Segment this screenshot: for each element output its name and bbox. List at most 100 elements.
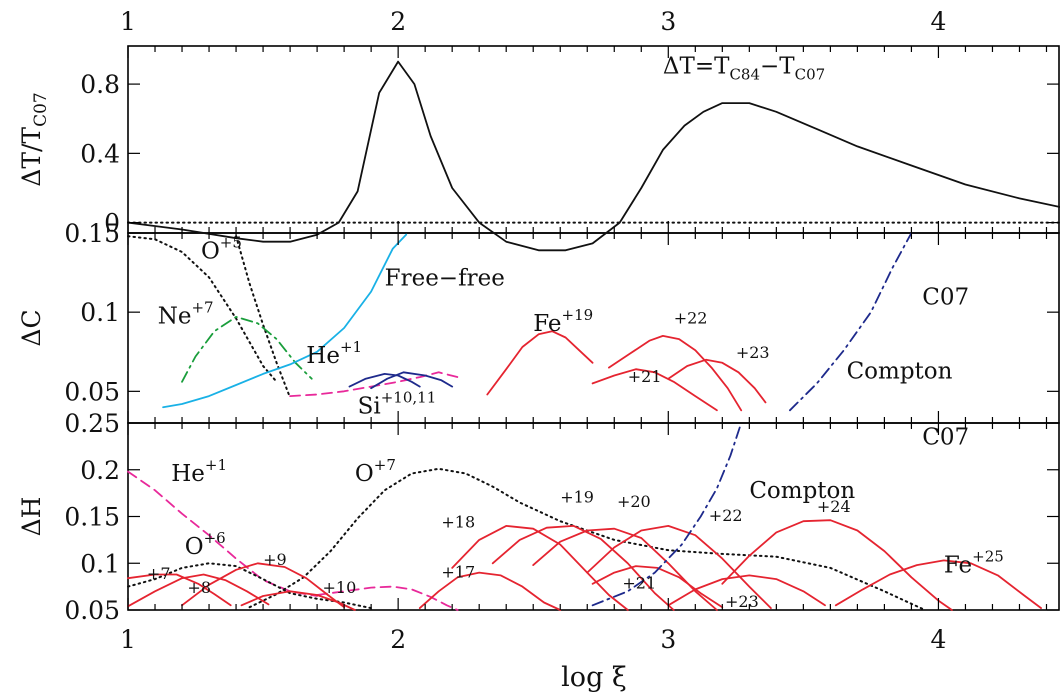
y-tick-label: 0.4	[80, 139, 120, 168]
y-tick-label: 0	[104, 209, 120, 238]
y-tick-label: 0.2	[80, 456, 120, 485]
y-axis-label-subscript: C07	[31, 92, 51, 127]
series-line-dC	[127, 235, 278, 383]
annotation-subscript: C07	[795, 66, 826, 84]
annotation-dC: Fe+19	[533, 306, 593, 337]
series-line-dC	[348, 372, 421, 388]
annotation-dH: +9	[263, 550, 287, 569]
annotation-dC: +23	[736, 343, 770, 362]
annotation-superscript: +7	[191, 298, 213, 316]
annotation-dT: ΔT=TC84−TC07	[663, 54, 825, 84]
y-tick-label: 0.05	[64, 377, 120, 406]
x-tick-label-bottom: 3	[660, 625, 676, 654]
series-line-dH	[591, 422, 743, 607]
annotation-dC: C07	[922, 284, 969, 310]
series-line-dH	[418, 571, 562, 611]
y-tick-label: 0.15	[64, 503, 120, 532]
x-tick-label-bottom: 1	[120, 625, 136, 654]
series-line-dC	[667, 358, 767, 404]
series-line-dC	[370, 371, 454, 390]
series-line-dC	[235, 235, 292, 399]
annotation-dH: +24	[817, 497, 851, 516]
annotation-dH: +23	[725, 592, 759, 611]
series-line-dH	[451, 525, 629, 611]
annotation-dH: C07	[922, 425, 969, 451]
x-tick-label-top: 1	[120, 7, 136, 36]
series-line-dH	[248, 467, 926, 611]
x-tick-label-top: 2	[390, 7, 406, 36]
y-tick-label: 0.8	[80, 70, 120, 99]
annotation-dH: O+7	[355, 456, 396, 487]
annotation-superscript: +7	[374, 456, 396, 474]
annotation-dC: O+5	[201, 233, 242, 264]
annotation-dH: +18	[441, 513, 475, 532]
series-line-dC	[486, 330, 594, 396]
x-tick-label-bottom: 2	[390, 625, 406, 654]
panel-frame-dT	[127, 45, 1060, 234]
ticks-layer: 1 1 2 2 3 3 4 4 0 0.4 0.8 0.05 0.1 0.15 0.05 0.1 0.15 0.2…	[64, 7, 1059, 654]
series-line-dH	[667, 574, 826, 607]
x-tick-label-top: 3	[660, 7, 676, 36]
series-line-dH	[586, 525, 772, 609]
y-axis-label-dC: ΔC	[17, 309, 46, 346]
panel-frames	[127, 45, 1060, 611]
annotation-dC: +22	[674, 308, 708, 327]
panel-frame-dC	[127, 232, 1060, 424]
series-line-dH	[721, 519, 953, 611]
series-line-dH	[316, 585, 459, 611]
series-layer	[127, 60, 1060, 611]
annotation-dH: O+6	[185, 529, 226, 560]
annotation-superscript: +1	[340, 338, 362, 356]
annotation-dH: +17	[441, 562, 475, 581]
annotation-superscript: +1	[205, 456, 227, 474]
annotation-dH: +19	[560, 487, 594, 506]
series-line-dH	[834, 559, 1042, 609]
annotation-dC: Compton	[847, 359, 953, 385]
series-line-dC	[162, 233, 408, 409]
x-axis-label: log ξ	[561, 662, 627, 693]
annotation-dC: Ne+7	[158, 298, 214, 329]
annotation-subscript: C84	[729, 66, 760, 84]
series-line-dH	[127, 573, 232, 607]
annotation-dH: He+1	[171, 456, 227, 487]
y-axis-label-dH: ΔH	[17, 497, 46, 537]
annotation-text: −T	[760, 54, 795, 80]
series-line-dH	[240, 590, 356, 611]
x-tick-label-bottom: 4	[930, 625, 946, 654]
annotation-dH: +21	[622, 573, 656, 592]
y-axis-label-dT: ΔT/TC07	[17, 92, 51, 186]
series-line-dH	[181, 562, 346, 609]
series-line-dH	[127, 562, 373, 610]
y-tick-label: 0.15	[64, 219, 120, 248]
annotation-dH: +10	[323, 578, 357, 597]
annotation-superscript: +6	[204, 529, 226, 547]
y-tick-label: 0.1	[80, 298, 120, 327]
annotation-dH: +7	[147, 564, 171, 583]
y-tick-label: 0.05	[64, 596, 120, 625]
annotation-superscript: +19	[562, 306, 594, 324]
annotation-dC: Si+10,11	[358, 389, 437, 420]
annotation-superscript: +5	[220, 233, 242, 251]
annotation-dH: +22	[709, 506, 743, 525]
labels-layer: ΔT/TC07 ΔT=TC84−TC07 ΔC O+5 Ne+7 Free−free He+…	[17, 54, 1004, 611]
series-line-dH	[127, 573, 270, 608]
y-tick-label: 0.1	[80, 549, 120, 578]
annotation-dH: +8	[187, 578, 211, 597]
annotation-superscript: +25	[972, 548, 1004, 566]
series-line-dT	[127, 60, 1060, 252]
x-tick-label-top: 4	[930, 7, 946, 36]
series-line-dH	[591, 565, 724, 609]
series-line-dC	[591, 368, 718, 412]
annotation-dC: Free−free	[385, 265, 505, 291]
series-line-dC	[608, 334, 743, 412]
annotation-dH: +20	[617, 492, 651, 511]
annotation-dC: He+1	[306, 338, 362, 369]
series-line-dH	[491, 525, 675, 611]
annotation-dC: +21	[628, 367, 662, 386]
series-line-dC	[789, 232, 913, 412]
series-line-dC	[181, 315, 313, 383]
y-tick-label: 0.25	[64, 409, 120, 438]
annotation-dH: Compton	[749, 478, 855, 504]
annotation-superscript: +10,11	[381, 389, 437, 407]
